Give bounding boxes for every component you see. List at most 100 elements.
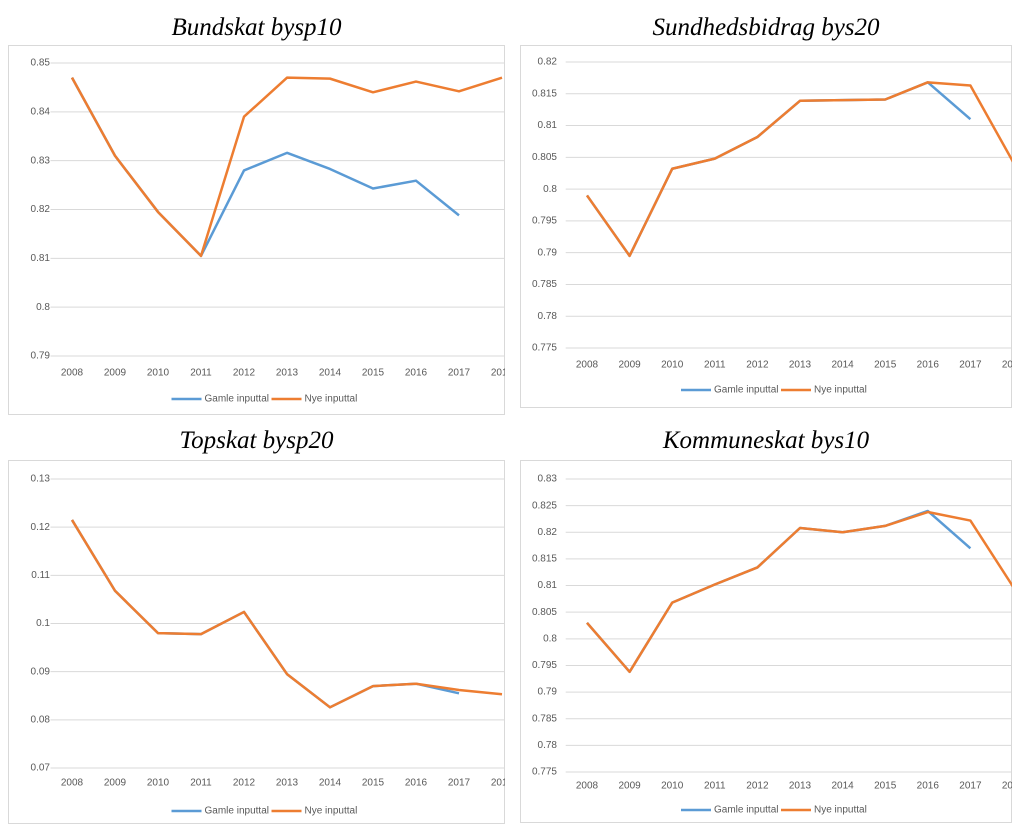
chart: 0.79 0.8 0.81 0.82 0.83 0.84 0.85 2008 2009 2010 2… bbox=[8, 45, 505, 415]
y-tick-label: 0.12 bbox=[31, 522, 51, 533]
legend-label: Gamle inputtal bbox=[714, 805, 778, 816]
y-tick-label: 0.1 bbox=[36, 618, 50, 629]
x-tick-label: 2018 bbox=[1002, 781, 1012, 792]
legend-label: Gamle inputtal bbox=[714, 385, 778, 396]
x-tick-label: 2009 bbox=[104, 368, 127, 379]
x-tick-label: 2010 bbox=[661, 781, 684, 792]
x-tick-label: 2015 bbox=[874, 360, 897, 371]
x-tick-label: 2012 bbox=[746, 360, 769, 371]
x-tick-label: 2013 bbox=[789, 360, 812, 371]
y-tick-label: 0.785 bbox=[532, 713, 557, 724]
y-tick-label: 0.82 bbox=[538, 527, 558, 538]
y-tick-label: 0.825 bbox=[532, 500, 557, 511]
chart-title: Sundhedsbidrag bys20 bbox=[652, 14, 880, 41]
chart: 0.775 0.78 0.785 0.79 0.795 0.8 0.805 0.81 0.815… bbox=[520, 460, 1012, 823]
x-tick-label: 2016 bbox=[405, 778, 428, 789]
y-tick-label: 0.81 bbox=[31, 253, 51, 264]
y-tick-label: 0.83 bbox=[31, 155, 51, 166]
y-tick-label: 0.07 bbox=[31, 763, 51, 774]
y-tick-label: 0.775 bbox=[532, 767, 557, 778]
y-tick-label: 0.8 bbox=[543, 184, 557, 195]
x-tick-label: 2016 bbox=[917, 781, 940, 792]
x-tick-label: 2013 bbox=[276, 368, 299, 379]
legend-label: Nye inputtal bbox=[305, 394, 358, 405]
y-tick-label: 0.795 bbox=[532, 660, 557, 671]
x-tick-label: 2008 bbox=[576, 360, 599, 371]
y-tick-label: 0.8 bbox=[36, 302, 50, 313]
y-tick-label: 0.79 bbox=[31, 351, 51, 362]
chart-border bbox=[520, 460, 1012, 823]
y-tick-label: 0.08 bbox=[31, 714, 51, 725]
y-tick-label: 0.815 bbox=[532, 88, 557, 99]
y-tick-label: 0.785 bbox=[532, 279, 557, 290]
y-tick-label: 0.82 bbox=[31, 204, 51, 215]
y-tick-label: 0.775 bbox=[532, 343, 557, 354]
y-tick-label: 0.795 bbox=[532, 216, 557, 227]
y-tick-label: 0.78 bbox=[538, 740, 558, 751]
x-tick-label: 2015 bbox=[362, 368, 385, 379]
chart-border bbox=[8, 45, 505, 415]
x-tick-label: 2017 bbox=[448, 778, 471, 789]
x-tick-label: 2016 bbox=[405, 368, 428, 379]
y-tick-label: 0.85 bbox=[31, 58, 51, 69]
x-tick-label: 2014 bbox=[831, 360, 854, 371]
x-tick-label: 2010 bbox=[147, 368, 170, 379]
x-tick-label: 2011 bbox=[704, 781, 726, 792]
x-tick-label: 2009 bbox=[104, 778, 127, 789]
y-tick-label: 0.13 bbox=[31, 474, 51, 485]
x-tick-label: 2011 bbox=[704, 360, 726, 371]
x-tick-label: 2011 bbox=[190, 368, 212, 379]
x-tick-label: 2008 bbox=[61, 368, 84, 379]
y-tick-label: 0.84 bbox=[31, 106, 51, 117]
x-tick-label: 2017 bbox=[959, 360, 982, 371]
line-series bbox=[70, 77, 460, 258]
x-tick-label: 2014 bbox=[831, 781, 854, 792]
y-tick-label: 0.78 bbox=[538, 311, 558, 322]
y-tick-label: 0.79 bbox=[538, 247, 558, 258]
x-tick-label: 2018 bbox=[491, 368, 505, 379]
y-tick-label: 0.82 bbox=[538, 57, 558, 68]
x-tick-label: 2015 bbox=[874, 781, 897, 792]
legend-label: Nye inputtal bbox=[814, 805, 867, 816]
x-tick-label: 2009 bbox=[618, 781, 641, 792]
chart-title: Bundskat bysp10 bbox=[171, 14, 342, 41]
x-tick-label: 2014 bbox=[319, 368, 342, 379]
x-tick-label: 2014 bbox=[319, 778, 342, 789]
x-tick-label: 2011 bbox=[190, 778, 212, 789]
legend-label: Nye inputtal bbox=[814, 385, 867, 396]
x-tick-label: 2018 bbox=[1002, 360, 1012, 371]
x-tick-label: 2018 bbox=[491, 778, 505, 789]
x-tick-label: 2017 bbox=[959, 781, 982, 792]
line-series bbox=[70, 76, 503, 258]
x-tick-label: 2010 bbox=[147, 778, 170, 789]
y-tick-label: 0.805 bbox=[532, 152, 557, 163]
x-tick-label: 2012 bbox=[746, 781, 769, 792]
y-tick-label: 0.805 bbox=[532, 607, 557, 618]
x-tick-label: 2009 bbox=[618, 360, 641, 371]
chart-border bbox=[8, 460, 505, 824]
x-tick-label: 2016 bbox=[917, 360, 940, 371]
x-tick-label: 2008 bbox=[576, 781, 599, 792]
line-series bbox=[585, 81, 972, 258]
y-tick-label: 0.81 bbox=[538, 580, 558, 591]
line-series bbox=[70, 519, 503, 709]
y-tick-label: 0.09 bbox=[31, 666, 51, 677]
y-tick-label: 0.83 bbox=[538, 474, 558, 485]
x-tick-label: 2010 bbox=[661, 360, 684, 371]
y-tick-label: 0.81 bbox=[538, 120, 558, 131]
legend-label: Gamle inputtal bbox=[205, 806, 269, 817]
legend-label: Nye inputtal bbox=[305, 806, 358, 817]
x-tick-label: 2013 bbox=[276, 778, 299, 789]
line-series bbox=[70, 519, 460, 709]
chart-title: Topskat bysp20 bbox=[179, 427, 334, 454]
y-tick-label: 0.8 bbox=[543, 633, 557, 644]
chart: 0.775 0.78 0.785 0.79 0.795 0.8 0.805 0.81 0.815… bbox=[520, 45, 1012, 408]
y-tick-label: 0.815 bbox=[532, 554, 557, 565]
x-tick-label: 2015 bbox=[362, 778, 385, 789]
y-tick-label: 0.79 bbox=[538, 687, 558, 698]
legend-label: Gamle inputtal bbox=[205, 394, 269, 405]
line-series bbox=[585, 81, 1012, 258]
x-tick-label: 2008 bbox=[61, 778, 84, 789]
chart-title: Kommuneskat bys10 bbox=[662, 427, 870, 454]
